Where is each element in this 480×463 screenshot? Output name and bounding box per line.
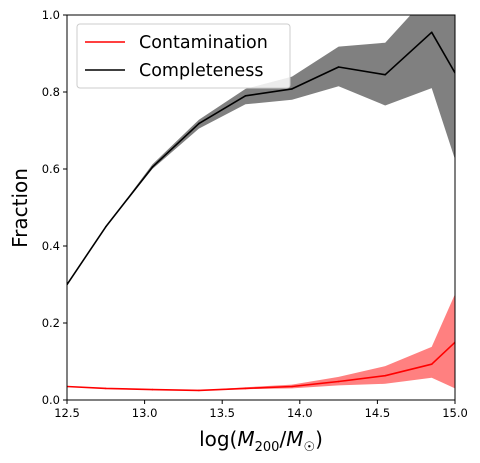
uncertainty-bands [67, 15, 455, 391]
y-tick-label: 0.0 [42, 393, 60, 407]
contamination-point [198, 389, 200, 392]
completeness-point [244, 95, 247, 97]
y-tick-label: 1.0 [42, 8, 60, 22]
x-tick-label: 14.5 [365, 406, 391, 420]
contamination-point [244, 387, 247, 390]
contamination-point [291, 385, 293, 388]
legend-box [76, 23, 291, 89]
x-tick-label: 13.0 [132, 406, 158, 420]
contamination-line [67, 341, 455, 392]
contamination-point [430, 363, 433, 366]
x-axis-label: log(M200/M☉) [199, 427, 323, 455]
y-tick-label: 0.8 [42, 85, 60, 99]
x-tick-label: 13.5 [209, 406, 235, 420]
x-tick-label: 12.5 [54, 406, 80, 420]
x-axis-ticks: 12.5 13.0 13.5 14.0 14.5 15.0 [54, 400, 468, 420]
contamination-point [151, 388, 154, 391]
y-tick-label: 0.4 [42, 239, 60, 253]
x-tick-label: 15.0 [442, 406, 468, 420]
completeness-point [105, 226, 107, 228]
contamination-band [67, 294, 455, 391]
completeness-point [384, 73, 387, 76]
completeness-point [337, 66, 340, 68]
contamination-point [105, 387, 107, 390]
completeness-point [151, 166, 154, 168]
x-tick-label: 14.0 [287, 406, 313, 420]
y-tick-label: 0.2 [42, 316, 60, 330]
completeness-band [67, 15, 455, 285]
completeness-point [430, 31, 433, 34]
series-lines [67, 31, 455, 392]
y-tick-label: 0.6 [42, 162, 60, 176]
y-axis-ticks: 0.0 0.2 0.4 0.6 0.8 1.0 [42, 8, 67, 407]
contamination-point [384, 374, 387, 377]
legend: Contamination Completeness [76, 23, 291, 89]
y-axis-label: Fraction [8, 168, 32, 248]
completeness-line [67, 31, 455, 285]
contamination-point [337, 380, 340, 383]
legend-label-contamination: Contamination [139, 33, 268, 53]
completeness-point [198, 122, 200, 125]
legend-label-completeness: Completeness [139, 61, 263, 81]
plot-frame [66, 14, 456, 401]
completeness-point [291, 88, 293, 90]
